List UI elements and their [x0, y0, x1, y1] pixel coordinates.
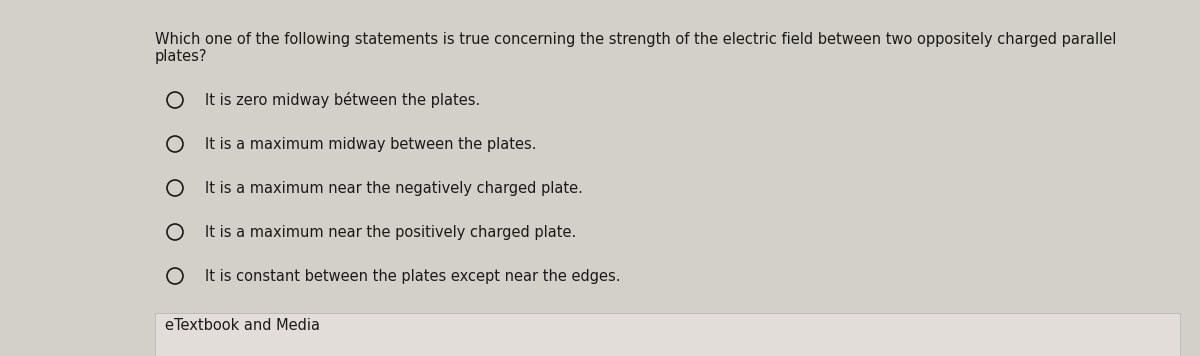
FancyBboxPatch shape — [155, 313, 1180, 356]
Text: eTextbook and Media: eTextbook and Media — [166, 319, 320, 334]
Text: It is a maximum midway between the plates.: It is a maximum midway between the plate… — [205, 136, 536, 152]
Text: It is zero midway bétween the plates.: It is zero midway bétween the plates. — [205, 92, 480, 108]
Text: It is a maximum near the negatively charged plate.: It is a maximum near the negatively char… — [205, 180, 583, 195]
Text: plates?: plates? — [155, 49, 208, 64]
Text: It is constant between the plates except near the edges.: It is constant between the plates except… — [205, 268, 620, 283]
Text: Which one of the following statements is true concerning the strength of the ele: Which one of the following statements is… — [155, 32, 1116, 47]
Text: It is a maximum near the positively charged plate.: It is a maximum near the positively char… — [205, 225, 576, 240]
